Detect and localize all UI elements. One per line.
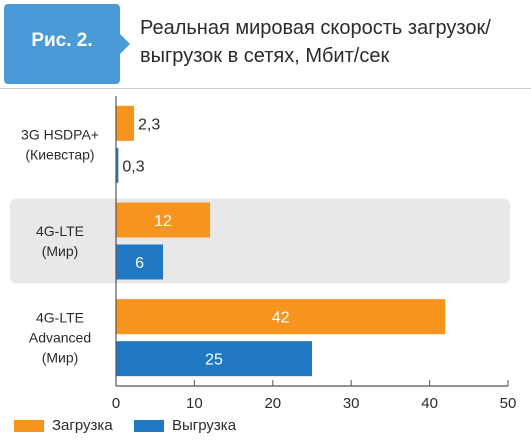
bar-download — [116, 202, 211, 238]
x-tick-label: 20 — [264, 395, 281, 412]
chart-title: Реальная мировая скорость загрузок/выгру… — [140, 17, 491, 67]
bar-download — [116, 299, 446, 335]
legend-label-upload: Выгрузка — [172, 417, 237, 434]
bar-upload — [116, 147, 119, 183]
legend-swatch-upload — [134, 420, 164, 432]
data-label-download: 2,3 — [138, 116, 160, 133]
x-tick-label: 10 — [186, 395, 203, 412]
header-divider — [0, 88, 531, 89]
data-label-download: 42 — [272, 310, 290, 327]
category-label: 4G-LTE (Мир) — [36, 223, 84, 259]
bar-download — [116, 105, 135, 141]
category-label: 4G-LTE Advanced (Мир) — [29, 310, 91, 366]
figure-label: Рис. 2. — [31, 30, 93, 51]
data-label-download: 12 — [154, 213, 172, 230]
data-label-upload: 6 — [135, 255, 144, 272]
figure-header: Рис. 2. Реальная мировая скорость загруз… — [0, 0, 531, 88]
x-tick-label: 50 — [500, 395, 517, 412]
legend: Загрузка Выгрузка — [0, 416, 531, 440]
figure-badge — [4, 4, 120, 84]
data-label-upload: 0,3 — [122, 158, 144, 175]
bar-upload — [116, 341, 312, 377]
highlight-band — [10, 198, 510, 284]
figure-badge-arrow — [118, 32, 130, 56]
category-label: 3G HSDPA+ (Киевстар) — [21, 126, 99, 162]
legend-swatch-download — [14, 420, 44, 432]
legend-label-download: Загрузка — [52, 417, 113, 434]
data-label-upload: 25 — [205, 352, 223, 369]
x-tick-label: 0 — [112, 395, 120, 412]
bar-upload — [116, 244, 164, 280]
x-tick-label: 40 — [421, 395, 438, 412]
x-tick-label: 30 — [343, 395, 360, 412]
